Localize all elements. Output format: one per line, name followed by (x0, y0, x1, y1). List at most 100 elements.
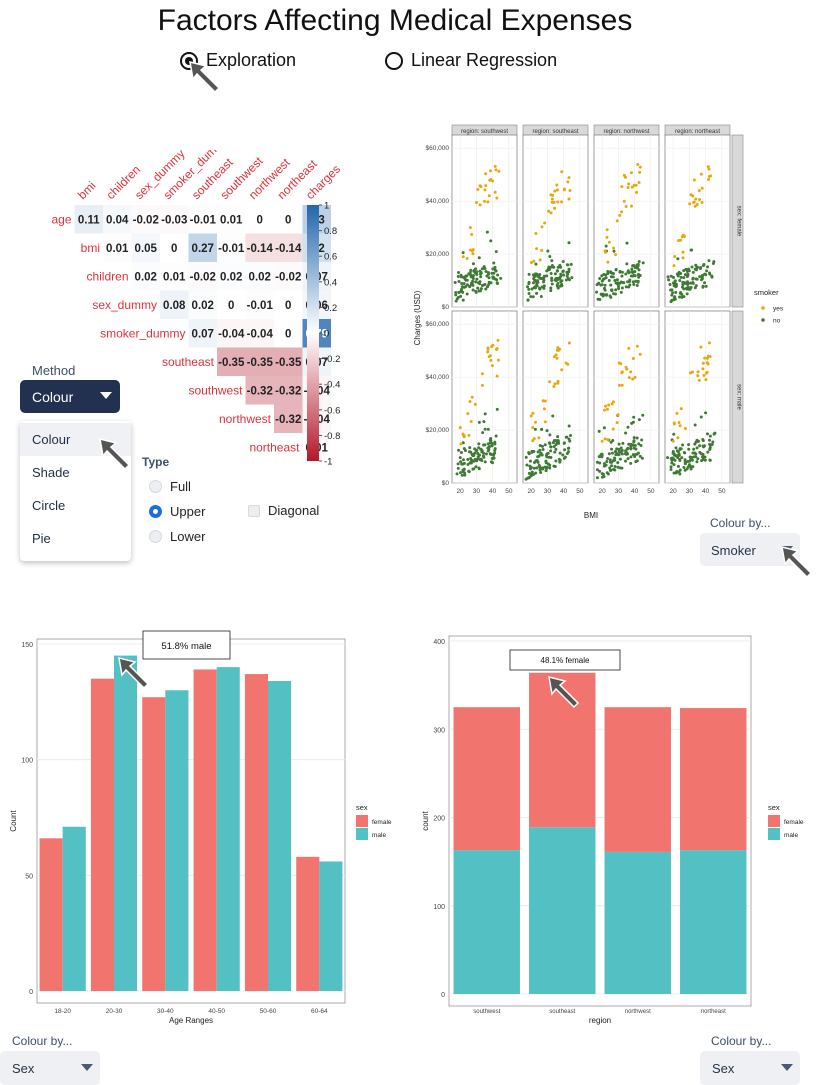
scatter-point (681, 250, 685, 254)
mouse-cursor-icon (781, 545, 813, 579)
scatter-point (673, 254, 677, 258)
scatter-point (633, 375, 637, 379)
scatter-point (616, 461, 620, 465)
scatter-point (635, 190, 639, 194)
scatter-point (480, 283, 484, 287)
scatter-point (614, 268, 618, 272)
scatter-point (556, 381, 560, 385)
type-option-lower[interactable]: Lower (149, 529, 205, 544)
corr-row-label: sex_dummy (92, 298, 157, 312)
scatter-point (616, 453, 620, 457)
scatter-point (487, 194, 491, 198)
scatter-point (698, 275, 702, 279)
scatter-point (567, 241, 571, 245)
scatter-point (672, 471, 676, 475)
scatter-point (493, 190, 497, 194)
scatter-point (489, 281, 493, 285)
scatter-point (690, 458, 694, 462)
scatter-point (604, 250, 608, 254)
scatter-point (599, 453, 603, 457)
diagonal-checkbox[interactable]: Diagonal (248, 503, 319, 518)
scatter-colour-by-label: Colour by... (710, 516, 771, 530)
method-option-circle[interactable]: Circle (32, 498, 66, 513)
scatter-point (542, 284, 546, 288)
scatter-point (617, 447, 621, 451)
scatter-point (464, 284, 468, 288)
scatter-point (531, 473, 535, 477)
scatter-point (565, 263, 569, 267)
scatter-point (456, 274, 460, 278)
scatter-point (562, 441, 566, 445)
corr-cell-value: -0.01 (190, 214, 217, 226)
corr-cell (274, 233, 303, 262)
x-tick-label: northeast (701, 1009, 726, 1015)
x-tick-label: 20-30 (106, 1008, 123, 1015)
scatter-point (695, 277, 699, 281)
method-option-shade[interactable]: Shade (32, 465, 70, 480)
scatter-point (619, 362, 623, 366)
scatter-point (610, 447, 614, 451)
scatter-point (610, 271, 614, 275)
scatter-point (480, 459, 484, 463)
scatter-point (552, 445, 556, 449)
scatter-point (631, 280, 635, 284)
scatter-point (703, 281, 707, 285)
corr-cell (274, 404, 303, 433)
scatter-point (485, 230, 489, 234)
scatter-point (701, 455, 705, 459)
scatter-point (612, 246, 616, 250)
scatter-point (683, 426, 687, 430)
scatter-point (567, 278, 571, 282)
y-tick-label: 0 (441, 992, 445, 999)
scatter-point (620, 185, 624, 189)
radio-linear-regression[interactable]: Linear Regression (385, 50, 557, 71)
scatter-point (606, 472, 610, 476)
hist-colour-by-select[interactable]: Sex (0, 1051, 100, 1085)
x-tick-label: southeast (549, 1009, 575, 1015)
scatter-point (685, 287, 689, 291)
scatter-point (700, 275, 704, 279)
scatter-point (670, 461, 674, 465)
scatter-point (608, 468, 612, 472)
method-select[interactable]: Colour (20, 380, 120, 413)
scatter-point (678, 457, 682, 461)
corr-row-label: children (86, 269, 128, 283)
scatter-point (669, 274, 673, 278)
hover-tooltip (509, 649, 621, 671)
type-option-upper[interactable]: Upper (149, 504, 205, 519)
method-option-pie[interactable]: Pie (32, 531, 51, 546)
radio-exploration[interactable]: Exploration (180, 50, 296, 71)
scatter-point (624, 459, 628, 463)
scatter-point (559, 272, 563, 276)
scatter-point (606, 272, 610, 276)
corr-cell-value: -0.32 (247, 385, 273, 397)
scatter-point (458, 456, 462, 460)
scatter-point (626, 185, 630, 189)
scatter-point (476, 188, 480, 192)
scatter-point (543, 443, 547, 447)
scatter-y-label: Charges (USD) (413, 290, 422, 345)
scatter-point (637, 259, 641, 263)
scatter-point (560, 170, 564, 174)
corr-cell-value: 0 (171, 243, 177, 255)
scatter-facet-chart: Charges (USD) BMI region: southwest region:… (413, 124, 784, 520)
corr-row-label: northeast (249, 440, 300, 454)
scatter-point (468, 226, 472, 230)
scatter-point (705, 432, 709, 436)
type-option-full[interactable]: Full (149, 479, 191, 494)
age-bar-chart: 0 50 100 150 18-20 20-30 30-40 40-50 50-60 60-64 A… (9, 630, 392, 1025)
scatter-point (629, 204, 633, 208)
scatter-point (602, 286, 606, 290)
corr-cell (274, 205, 303, 234)
method-label: Method (32, 363, 76, 378)
region-colour-by-select[interactable]: Sex (700, 1051, 800, 1085)
scatter-legend-entry: yes (773, 306, 784, 313)
scatter-point (675, 411, 679, 415)
scatter-point (562, 188, 566, 192)
corr-cell (245, 347, 274, 376)
x-tick-label: 18-20 (54, 1008, 71, 1015)
scatter-point (487, 276, 491, 280)
legend-entry: male (784, 832, 798, 839)
scatter-point (604, 244, 608, 248)
scatter-point (604, 293, 608, 297)
